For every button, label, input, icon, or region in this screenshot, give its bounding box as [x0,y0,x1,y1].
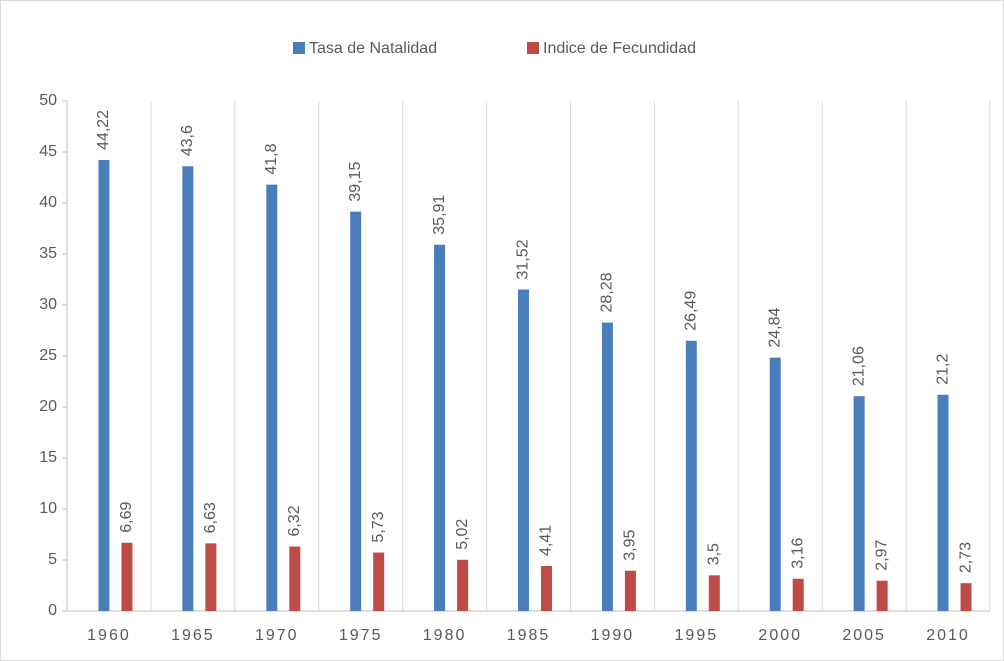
x-tick-label: 2000 [758,627,802,644]
bar [373,552,385,611]
y-tick-label: 20 [39,398,57,415]
bar [937,394,949,611]
x-tick-label: 1975 [339,627,383,644]
data-label: 5,02 [454,519,471,550]
data-label: 35,91 [431,195,448,235]
bar [457,559,469,611]
data-label: 21,2 [934,354,951,385]
y-tick-label: 10 [39,500,57,517]
bar [792,578,804,611]
bar [98,159,110,611]
x-tick-label: 1970 [255,627,299,644]
legend-swatch [527,42,539,54]
data-label: 2,97 [873,539,890,570]
data-label: 3,16 [789,538,806,569]
x-tick-label: 2005 [842,627,886,644]
x-tick-label: 1980 [423,627,467,644]
data-label: 5,73 [370,511,387,542]
data-label: 26,49 [683,291,700,331]
data-label: 4,41 [538,525,555,556]
data-label: 41,8 [263,143,280,174]
y-tick-label: 50 [39,92,57,109]
bar [289,546,301,611]
bar [853,396,865,611]
y-tick-label: 0 [48,602,57,619]
data-label: 24,84 [766,307,783,347]
bar [350,211,362,612]
bar [708,575,720,611]
x-tick-label: 1995 [675,627,719,644]
data-label: 2,73 [957,542,974,573]
bar [769,357,781,611]
y-tick-label: 25 [39,347,57,364]
data-label: 43,6 [179,125,196,156]
y-tick-label: 30 [39,296,57,313]
data-label: 39,15 [347,162,364,202]
bar [541,566,552,611]
data-label: 3,5 [706,543,723,565]
bar [205,543,217,611]
data-label: 3,95 [622,529,639,560]
bar [624,570,636,611]
bar [960,583,972,611]
x-tick-label: 1990 [591,627,635,644]
x-tick-label: 1985 [507,627,551,644]
bar [266,184,278,611]
bar [121,542,133,611]
legend-label: Indice de Fecundidad [543,40,696,57]
data-label: 44,22 [95,110,112,150]
data-label: 6,32 [286,505,303,536]
x-tick-label: 1965 [171,627,215,644]
data-label: 6,69 [118,502,135,533]
bar [182,166,194,611]
bar [601,322,613,611]
data-label: 28,28 [599,272,616,312]
bar [685,340,697,611]
y-tick-label: 45 [39,143,57,160]
bar [518,289,529,611]
legend-swatch [293,42,305,54]
x-tick-label: 2010 [926,627,970,644]
y-tick-label: 35 [39,245,57,262]
data-label: 31,52 [515,239,532,279]
legend-label: Tasa de Natalidad [309,40,437,57]
y-tick-label: 40 [39,194,57,211]
data-label: 6,63 [202,502,219,533]
bar [434,244,446,611]
bar [876,580,888,611]
data-label: 21,06 [850,346,867,386]
y-tick-label: 15 [39,449,57,466]
y-tick-label: 5 [48,551,57,568]
x-tick-label: 1960 [87,627,131,644]
